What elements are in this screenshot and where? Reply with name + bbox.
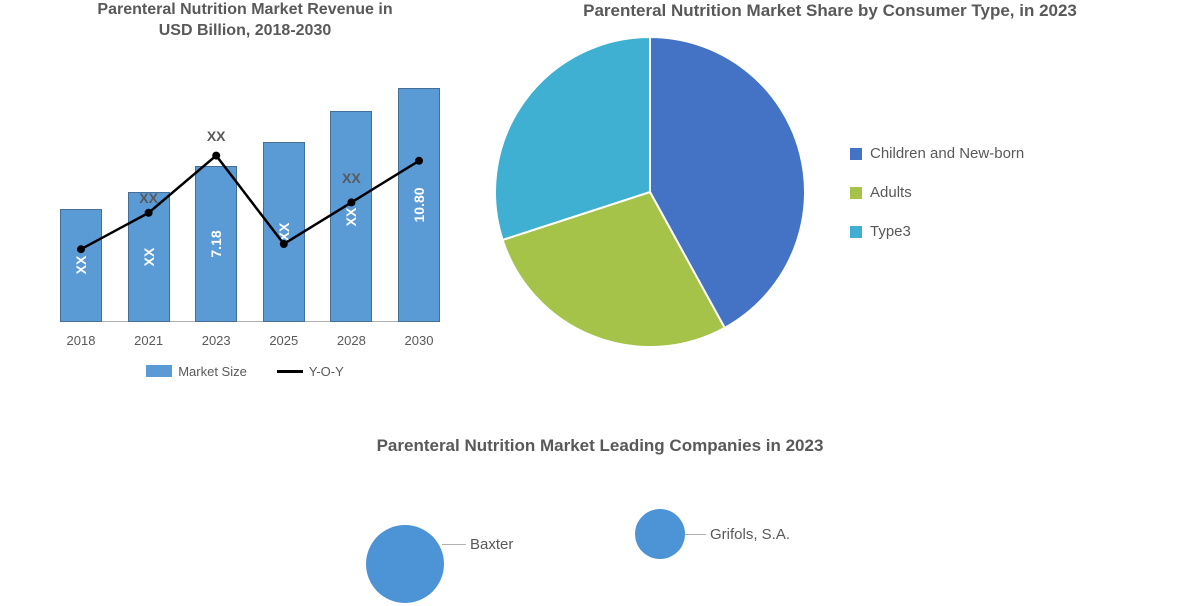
company-bubble	[635, 509, 685, 559]
pie-legend-item: Children and New-born	[850, 145, 1024, 162]
x-label-2030: 2030	[398, 333, 440, 348]
companies-panel: Parenteral Nutrition Market Leading Comp…	[0, 436, 1200, 606]
market-size-swatch	[146, 365, 172, 377]
x-label-2021: 2021	[128, 333, 170, 348]
bar-chart-panel: Parenteral Nutrition Market Revenue in U…	[0, 0, 460, 430]
x-label-2025: 2025	[263, 333, 305, 348]
pie-legend: Children and New-born Adults Type3	[850, 145, 1024, 240]
company-label: Baxter	[470, 536, 513, 553]
pie-legend-swatch	[850, 226, 862, 238]
pie-legend-label: Type3	[870, 223, 911, 240]
pie-legend-item: Type3	[850, 223, 1024, 240]
bar-chart-title: Parenteral Nutrition Market Revenue in U…	[85, 0, 405, 42]
legend-market-size-label: Market Size	[178, 364, 247, 379]
x-label-2018: 2018	[60, 333, 102, 348]
legend-yoy: Y-O-Y	[277, 364, 344, 379]
company-bubble	[366, 525, 444, 603]
pie-legend-swatch	[850, 148, 862, 160]
pie-chart-title: Parenteral Nutrition Market Share by Con…	[570, 0, 1090, 22]
yoy-swatch	[277, 370, 303, 373]
pie-legend-swatch	[850, 187, 862, 199]
bar-chart-area: XXXXXX7.18XXXXXXXX10.80 2018202120232025…	[60, 52, 440, 352]
legend-yoy-label: Y-O-Y	[309, 364, 344, 379]
pie-legend-label: Children and New-born	[870, 145, 1024, 162]
legend-market-size: Market Size	[146, 364, 247, 379]
company-label: Grifols, S.A.	[710, 526, 790, 543]
x-label-2028: 2028	[330, 333, 372, 348]
pie-legend-label: Adults	[870, 184, 912, 201]
pie-legend-item: Adults	[850, 184, 1024, 201]
companies-title: Parenteral Nutrition Market Leading Comp…	[0, 436, 1200, 456]
pie-chart	[480, 32, 820, 352]
x-label-2023: 2023	[195, 333, 237, 348]
bar-chart-legend: Market Size Y-O-Y	[60, 364, 430, 379]
pie-chart-panel: Parenteral Nutrition Market Share by Con…	[460, 0, 1200, 430]
yoy-line	[60, 62, 440, 322]
